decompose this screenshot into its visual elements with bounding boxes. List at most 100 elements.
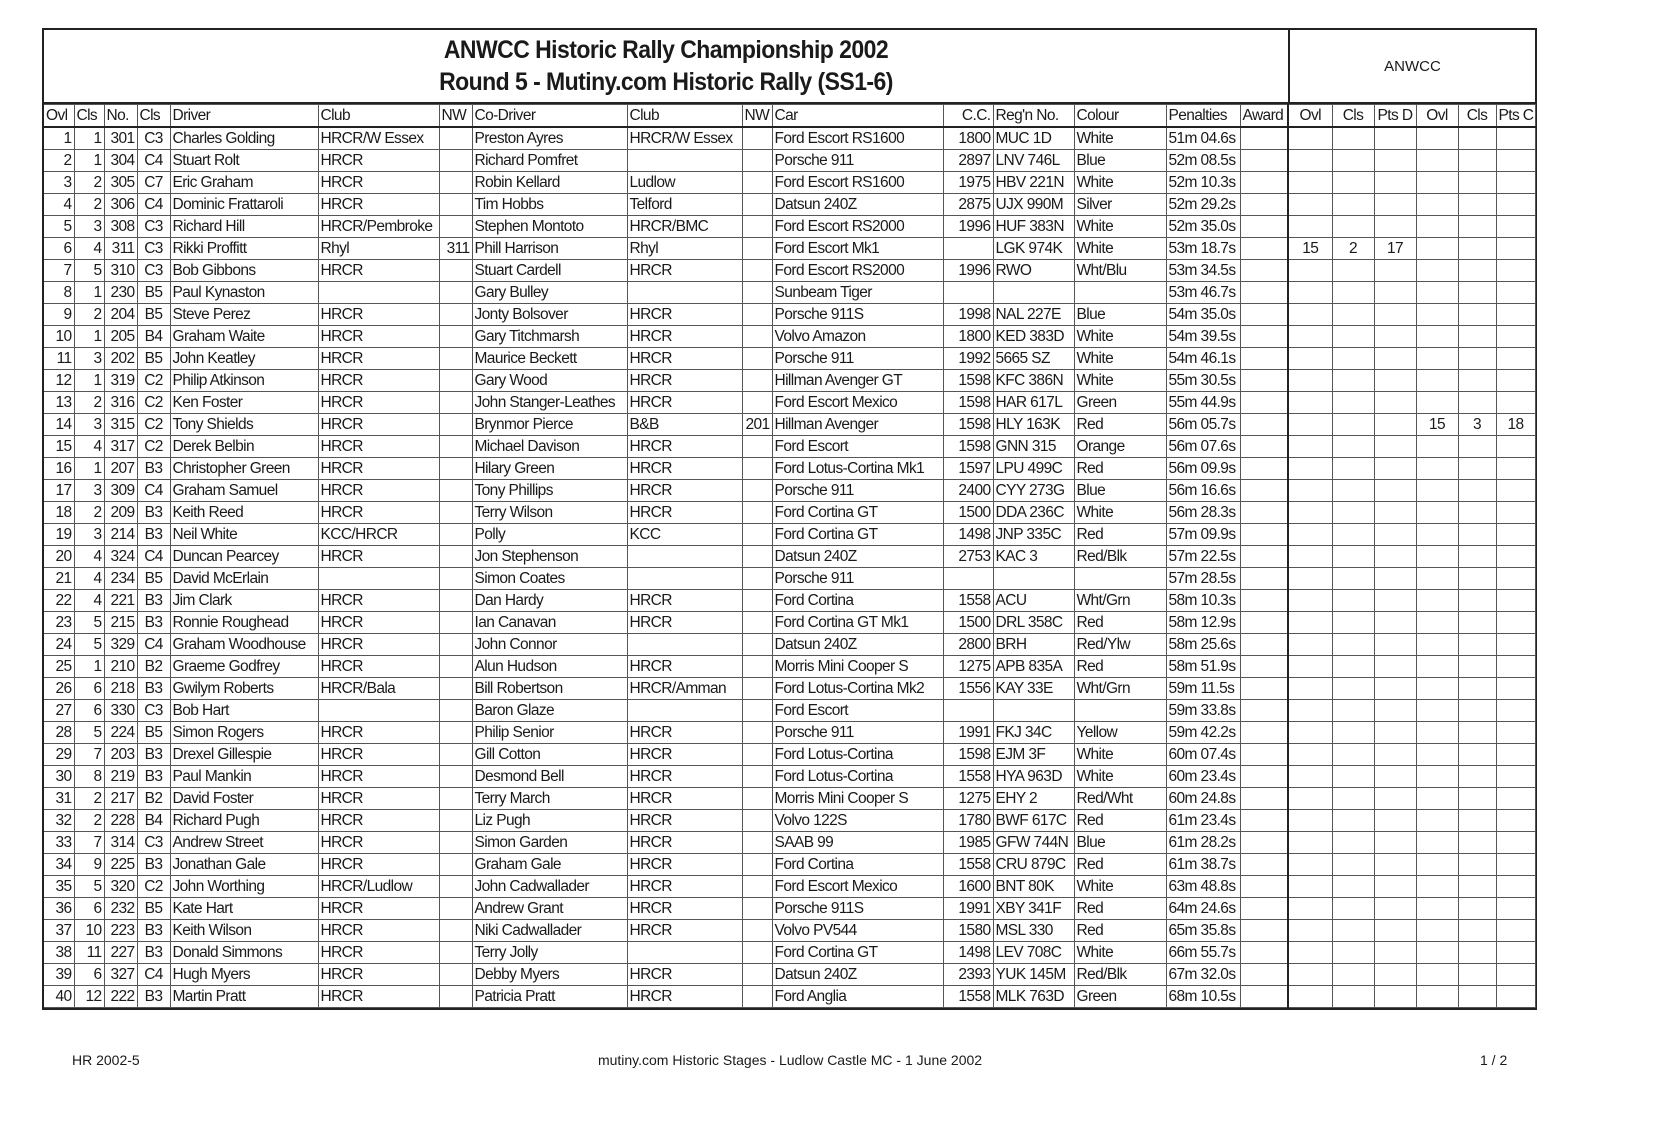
cell-pts-d — [1373, 457, 1417, 480]
table-row: 9 2 204 B5 Steve Perez HRCR Jonty Bolsover HRCR… — [44, 303, 1536, 326]
cell-anwcc-c-cls — [1457, 391, 1497, 414]
cell-colour — [1073, 567, 1167, 590]
cell-penalties: 56m 28.3s — [1165, 501, 1241, 524]
cell-cls: 5 — [73, 875, 105, 898]
cell-anwcc-c-ovl — [1415, 479, 1459, 502]
cell-pts-c — [1495, 941, 1536, 964]
results-table: Ovl Cls No. Cls Driver Club NW Co-Driver Club NW C… — [44, 104, 1536, 1008]
cell-co-nw — [741, 743, 773, 766]
cell-car: Porsche 911 — [771, 479, 944, 502]
cell-anwcc-d-cls — [1331, 743, 1375, 766]
cell-co-nw — [741, 126, 773, 150]
cell-ovl: 39 — [44, 963, 75, 986]
cell-co-driver: Dan Hardy — [471, 589, 628, 612]
cell-club: HRCR — [317, 831, 440, 854]
cell-pts-d — [1373, 611, 1417, 634]
cell-co-nw — [741, 897, 773, 920]
cell-anwcc-c-cls — [1457, 655, 1497, 678]
table-row: 16 1 207 B3 Christopher Green HRCR Hilary Gree… — [44, 457, 1536, 480]
cell-award — [1239, 523, 1289, 546]
cell-car: SAAB 99 — [771, 831, 944, 854]
table-row: 33 7 314 C3 Andrew Street HRCR Simon Garden HRC… — [44, 831, 1536, 854]
cell-class: B5 — [136, 721, 171, 744]
cell-anwcc-d-ovl — [1287, 281, 1333, 304]
cell-pts-d — [1373, 853, 1417, 876]
cell-co-driver: Ian Canavan — [471, 611, 628, 634]
cell-anwcc-c-ovl — [1415, 237, 1459, 260]
cell-co-nw — [741, 479, 773, 502]
cell-ovl: 25 — [44, 655, 75, 678]
cell-pts-c — [1495, 215, 1536, 238]
cell-anwcc-c-cls — [1457, 567, 1497, 590]
cell-car: Ford Escort Mk1 — [771, 237, 944, 260]
cell-co-driver: Brynmor Pierce — [471, 413, 628, 436]
cell-anwcc-c-ovl — [1415, 897, 1459, 920]
cell-anwcc-d-cls — [1331, 919, 1375, 942]
cell-anwcc-d-cls — [1331, 699, 1375, 722]
cell-reg: YUK 145M — [992, 963, 1075, 986]
column-header-anwcc-d-ovl: Ovl — [1287, 104, 1333, 128]
cell-penalties: 57m 22.5s — [1165, 545, 1241, 568]
cell-driver: Graham Woodhouse — [169, 633, 319, 656]
cell-club: HRCR — [317, 457, 440, 480]
cell-anwcc-c-ovl — [1415, 875, 1459, 898]
cell-pts-c — [1495, 655, 1536, 678]
cell-club: HRCR — [317, 919, 440, 942]
cell-cc: 1800 — [942, 126, 994, 150]
cell-anwcc-c-ovl — [1415, 743, 1459, 766]
cell-club: HRCR — [317, 347, 440, 370]
cell-penalties: 52m 29.2s — [1165, 193, 1241, 216]
cell-nw — [438, 721, 473, 744]
table-row: 30 8 219 B3 Paul Mankin HRCR Desmond Bell HRCR F… — [44, 765, 1536, 788]
cell-nw — [438, 369, 473, 392]
cell-anwcc-c-cls — [1457, 985, 1497, 1008]
table-row: 23 5 215 B3 Ronnie Roughead HRCR Ian Canavan HR… — [44, 611, 1536, 634]
cell-colour: Silver — [1073, 193, 1167, 216]
table-row: 26 6 218 B3 Gwilym Roberts HRCR/Bala Bill Robe… — [44, 677, 1536, 700]
cell-anwcc-c-ovl — [1415, 391, 1459, 414]
cell-driver: Tony Shields — [169, 413, 319, 436]
cell-co-club: HRCR — [626, 853, 743, 876]
cell-pts-d — [1373, 809, 1417, 832]
cell-co-driver: John Connor — [471, 633, 628, 656]
cell-driver: Simon Rogers — [169, 721, 319, 744]
cell-co-driver: Phill Harrison — [471, 237, 628, 260]
cell-reg: EJM 3F — [992, 743, 1075, 766]
cell-driver: David McErlain — [169, 567, 319, 590]
cell-driver: Hugh Myers — [169, 963, 319, 986]
cell-co-driver: Richard Pomfret — [471, 149, 628, 172]
cell-anwcc-d-cls — [1331, 457, 1375, 480]
cell-class: C4 — [136, 545, 171, 568]
cell-co-nw — [741, 721, 773, 744]
cell-no: 315 — [103, 413, 138, 436]
cell-pts-c — [1495, 457, 1536, 480]
cell-colour: Red/Blk — [1073, 545, 1167, 568]
cell-class: B2 — [136, 655, 171, 678]
cell-pts-c — [1495, 853, 1536, 876]
cell-anwcc-c-ovl — [1415, 655, 1459, 678]
cell-anwcc-d-cls — [1331, 897, 1375, 920]
cell-award — [1239, 611, 1289, 634]
cell-cls: 2 — [73, 193, 105, 216]
cell-cls: 4 — [73, 435, 105, 458]
cell-reg: LPU 499C — [992, 457, 1075, 480]
cell-co-driver: Baron Glaze — [471, 699, 628, 722]
cell-penalties: 56m 16.6s — [1165, 479, 1241, 502]
cell-ovl: 3 — [44, 171, 75, 194]
cell-reg: MLK 763D — [992, 985, 1075, 1008]
cell-reg: APB 835A — [992, 655, 1075, 678]
cell-anwcc-d-ovl — [1287, 721, 1333, 744]
cell-no: 203 — [103, 743, 138, 766]
cell-nw — [438, 633, 473, 656]
column-header-co-nw: NW — [741, 104, 773, 128]
cell-anwcc-d-cls — [1331, 391, 1375, 414]
cell-colour: Yellow — [1073, 721, 1167, 744]
cell-no: 308 — [103, 215, 138, 238]
table-row: 34 9 225 B3 Jonathan Gale HRCR Graham Gale HRCR… — [44, 853, 1536, 876]
cell-penalties: 56m 05.7s — [1165, 413, 1241, 436]
cell-award — [1239, 193, 1289, 216]
cell-no: 207 — [103, 457, 138, 480]
cell-ovl: 33 — [44, 831, 75, 854]
cell-anwcc-d-cls — [1331, 325, 1375, 348]
cell-reg: UJX 990M — [992, 193, 1075, 216]
